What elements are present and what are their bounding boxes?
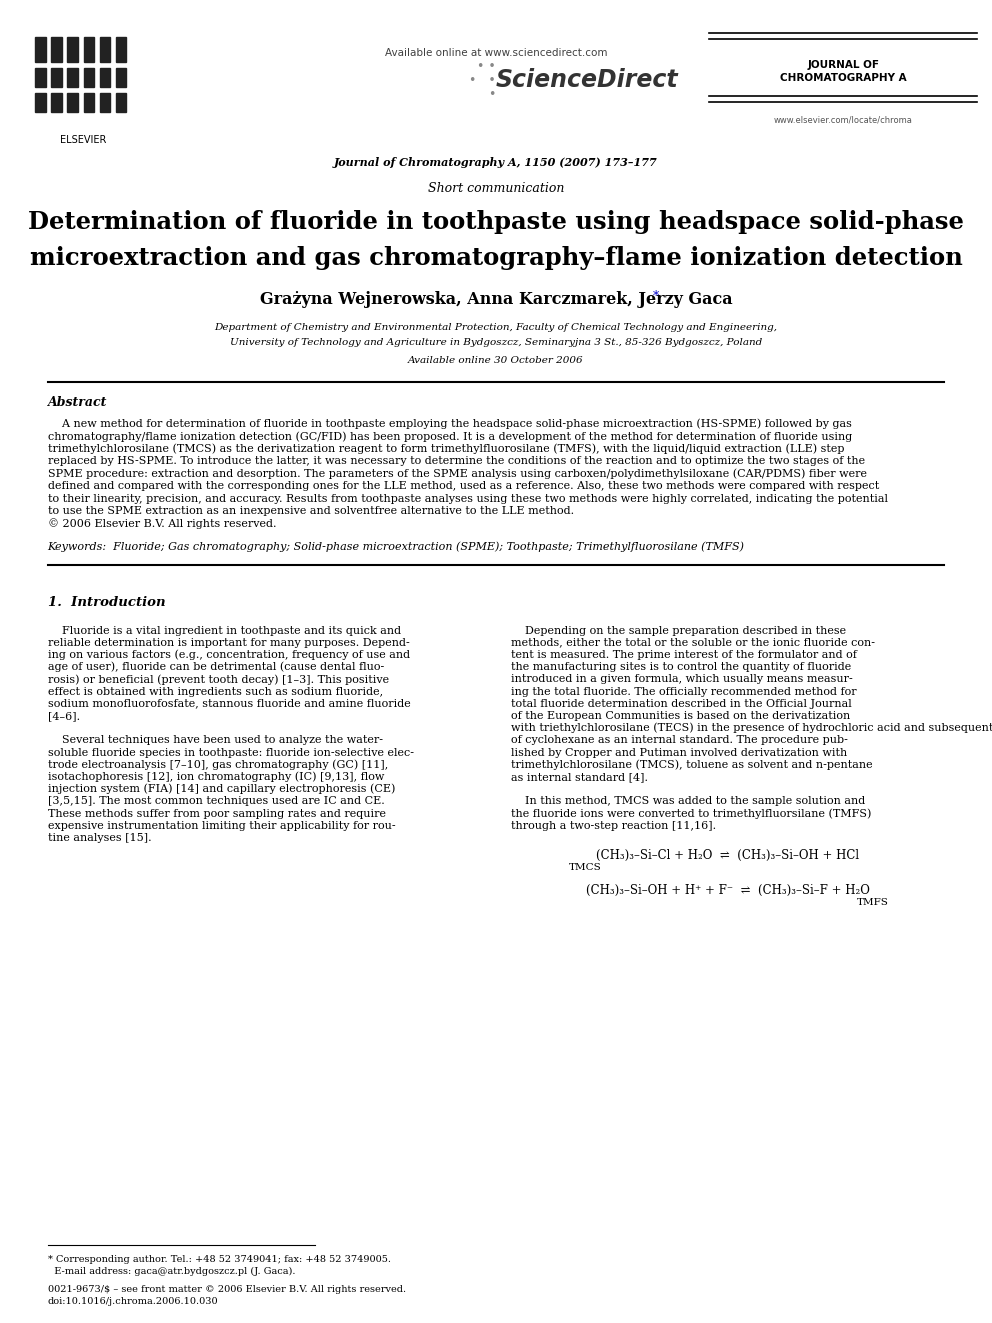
Text: trimethylchlorosilane (TMCS) as the derivatization reagent to form trimethylfluo: trimethylchlorosilane (TMCS) as the deri… — [48, 443, 844, 454]
Bar — [36, 94, 46, 112]
Text: the fluoride ions were converted to trimethylfluorsilane (TMFS): the fluoride ions were converted to trim… — [511, 808, 871, 819]
Text: through a two-step reaction [11,16].: through a two-step reaction [11,16]. — [511, 820, 716, 831]
Text: trode electroanalysis [7–10], gas chromatography (GC) [11],: trode electroanalysis [7–10], gas chroma… — [48, 759, 388, 770]
Text: as internal standard [4].: as internal standard [4]. — [511, 771, 648, 782]
Bar — [67, 37, 78, 62]
Text: Department of Chemistry and Environmental Protection, Faculty of Chemical Techno: Department of Chemistry and Environmenta… — [214, 323, 778, 332]
Text: microextraction and gas chromatography–flame ionization detection: microextraction and gas chromatography–f… — [30, 246, 962, 270]
Text: to use the SPME extraction as an inexpensive and solventfree alternative to the : to use the SPME extraction as an inexpen… — [48, 507, 573, 516]
Text: Abstract: Abstract — [48, 397, 107, 410]
Text: • •
•   •
 •: • • • • • — [469, 60, 496, 101]
Text: effect is obtained with ingredients such as sodium fluoride,: effect is obtained with ingredients such… — [48, 687, 383, 696]
Bar — [52, 37, 62, 62]
Text: [3,5,15]. The most common techniques used are IC and CE.: [3,5,15]. The most common techniques use… — [48, 796, 384, 806]
Text: TMFS: TMFS — [857, 898, 889, 908]
Text: of the European Communities is based on the derivatization: of the European Communities is based on … — [511, 710, 850, 721]
Bar — [116, 94, 126, 112]
Text: ScienceDirect: ScienceDirect — [496, 67, 679, 93]
Text: replaced by HS-SPME. To introduce the latter, it was necessary to determine the : replaced by HS-SPME. To introduce the la… — [48, 456, 865, 467]
Text: the manufacturing sites is to control the quantity of fluoride: the manufacturing sites is to control th… — [511, 662, 851, 672]
Text: Available online 30 October 2006: Available online 30 October 2006 — [408, 356, 584, 365]
Bar — [99, 94, 110, 112]
Text: to their linearity, precision, and accuracy. Results from toothpaste analyses us: to their linearity, precision, and accur… — [48, 493, 888, 504]
Bar — [67, 69, 78, 87]
Text: sodium monofluorofosfate, stannous fluoride and amine fluoride: sodium monofluorofosfate, stannous fluor… — [48, 699, 411, 709]
Text: (CH₃)₃–Si–OH + H⁺ + F⁻  ⇌  (CH₃)₃–Si–F + H₂O: (CH₃)₃–Si–OH + H⁺ + F⁻ ⇌ (CH₃)₃–Si–F + H… — [585, 884, 870, 897]
Text: [4–6].: [4–6]. — [48, 710, 79, 721]
Text: expensive instrumentation limiting their applicability for rou-: expensive instrumentation limiting their… — [48, 820, 395, 831]
Bar — [36, 37, 46, 62]
Text: reliable determination is important for many purposes. Depend-: reliable determination is important for … — [48, 638, 410, 648]
Text: soluble fluoride species in toothpaste: fluoride ion-selective elec-: soluble fluoride species in toothpaste: … — [48, 747, 414, 758]
Text: ing the total fluoride. The officially recommended method for: ing the total fluoride. The officially r… — [511, 687, 856, 696]
Bar — [99, 69, 110, 87]
Text: rosis) or beneficial (prevent tooth decay) [1–3]. This positive: rosis) or beneficial (prevent tooth deca… — [48, 673, 389, 684]
Bar — [83, 37, 94, 62]
Text: Short communication: Short communication — [428, 181, 564, 194]
Text: lished by Cropper and Putiman involved derivatization with: lished by Cropper and Putiman involved d… — [511, 747, 847, 758]
Text: www.elsevier.com/locate/chroma: www.elsevier.com/locate/chroma — [774, 115, 913, 124]
Text: 1.  Introduction: 1. Introduction — [48, 595, 166, 609]
Text: doi:10.1016/j.chroma.2006.10.030: doi:10.1016/j.chroma.2006.10.030 — [48, 1297, 218, 1306]
Text: TMCS: TMCS — [568, 864, 602, 872]
Text: tent is measured. The prime interest of the formulator and of: tent is measured. The prime interest of … — [511, 650, 857, 660]
Text: age of user), fluoride can be detrimental (cause dental fluo-: age of user), fluoride can be detrimenta… — [48, 662, 384, 672]
Text: These methods suffer from poor sampling rates and require: These methods suffer from poor sampling … — [48, 808, 386, 819]
Text: (CH₃)₃–Si–Cl + H₂O  ⇌  (CH₃)₃–Si–OH + HCl: (CH₃)₃–Si–Cl + H₂O ⇌ (CH₃)₃–Si–OH + HCl — [596, 849, 859, 863]
Text: injection system (FIA) [14] and capillary electrophoresis (CE): injection system (FIA) [14] and capillar… — [48, 783, 395, 794]
Text: introduced in a given formula, which usually means measur-: introduced in a given formula, which usu… — [511, 675, 853, 684]
Text: Keywords:  Fluoride; Gas chromatography; Solid-phase microextraction (SPME); Too: Keywords: Fluoride; Gas chromatography; … — [48, 541, 745, 552]
Bar — [67, 94, 78, 112]
Text: * Corresponding author. Tel.: +48 52 3749041; fax: +48 52 3749005.: * Corresponding author. Tel.: +48 52 374… — [48, 1254, 391, 1263]
Bar — [83, 94, 94, 112]
Bar — [116, 69, 126, 87]
Bar — [99, 37, 110, 62]
Text: ELSEVIER: ELSEVIER — [61, 135, 107, 146]
Text: 0021-9673/$ – see front matter © 2006 Elsevier B.V. All rights reserved.: 0021-9673/$ – see front matter © 2006 El… — [48, 1285, 406, 1294]
Text: Several techniques have been used to analyze the water-: Several techniques have been used to ana… — [48, 736, 383, 745]
Text: methods, either the total or the soluble or the ionic fluoride con-: methods, either the total or the soluble… — [511, 638, 875, 648]
Text: A new method for determination of fluoride in toothpaste employing the headspace: A new method for determination of fluori… — [48, 418, 851, 429]
Text: with triethylchlorosilane (TECS) in the presence of hydrochloric acid and subseq: with triethylchlorosilane (TECS) in the … — [511, 722, 992, 733]
Bar — [52, 69, 62, 87]
Text: ing on various factors (e.g., concentration, frequency of use and: ing on various factors (e.g., concentrat… — [48, 650, 410, 660]
Bar — [83, 69, 94, 87]
Bar — [116, 37, 126, 62]
Text: trimethylchlorosilane (TMCS), toluene as solvent and n-pentane: trimethylchlorosilane (TMCS), toluene as… — [511, 759, 873, 770]
Text: SPME procedure: extraction and desorption. The parameters of the SPME analysis u: SPME procedure: extraction and desorptio… — [48, 468, 867, 479]
Text: Fluoride is a vital ingredient in toothpaste and its quick and: Fluoride is a vital ingredient in toothp… — [48, 626, 401, 635]
Text: of cyclohexane as an internal standard. The procedure pub-: of cyclohexane as an internal standard. … — [511, 736, 848, 745]
Text: © 2006 Elsevier B.V. All rights reserved.: © 2006 Elsevier B.V. All rights reserved… — [48, 519, 276, 529]
Text: CHROMATOGRAPHY A: CHROMATOGRAPHY A — [780, 73, 907, 83]
Text: *: * — [653, 290, 659, 303]
Text: chromatography/flame ionization detection (GC/FID) has been proposed. It is a de: chromatography/flame ionization detectio… — [48, 431, 852, 442]
Text: tine analyses [15].: tine analyses [15]. — [48, 833, 151, 843]
Text: isotachophoresis [12], ion chromatography (IC) [9,13], flow: isotachophoresis [12], ion chromatograph… — [48, 771, 384, 782]
Bar — [36, 69, 46, 87]
Text: Determination of fluoride in toothpaste using headspace solid-phase: Determination of fluoride in toothpaste … — [28, 210, 964, 234]
Text: Available online at www.sciencedirect.com: Available online at www.sciencedirect.co… — [385, 48, 607, 58]
Bar — [52, 94, 62, 112]
Text: total fluoride determination described in the Official Journal: total fluoride determination described i… — [511, 699, 851, 709]
Bar — [30, 24, 137, 131]
Text: In this method, TMCS was added to the sample solution and: In this method, TMCS was added to the sa… — [511, 796, 865, 806]
Text: defined and compared with the corresponding ones for the LLE method, used as a r: defined and compared with the correspond… — [48, 482, 879, 492]
Text: Grażyna Wejnerowska, Anna Karczmarek, Jerzy Gaca: Grażyna Wejnerowska, Anna Karczmarek, Je… — [260, 291, 732, 307]
Text: JOURNAL OF: JOURNAL OF — [807, 60, 879, 70]
Text: Journal of Chromatography A, 1150 (2007) 173–177: Journal of Chromatography A, 1150 (2007)… — [334, 157, 658, 168]
Text: E-mail address: gaca@atr.bydgoszcz.pl (J. Gaca).: E-mail address: gaca@atr.bydgoszcz.pl (J… — [48, 1266, 295, 1275]
Text: University of Technology and Agriculture in Bydgoszcz, Seminaryjna 3 St., 85-326: University of Technology and Agriculture… — [230, 337, 762, 347]
Text: Depending on the sample preparation described in these: Depending on the sample preparation desc… — [511, 626, 846, 635]
